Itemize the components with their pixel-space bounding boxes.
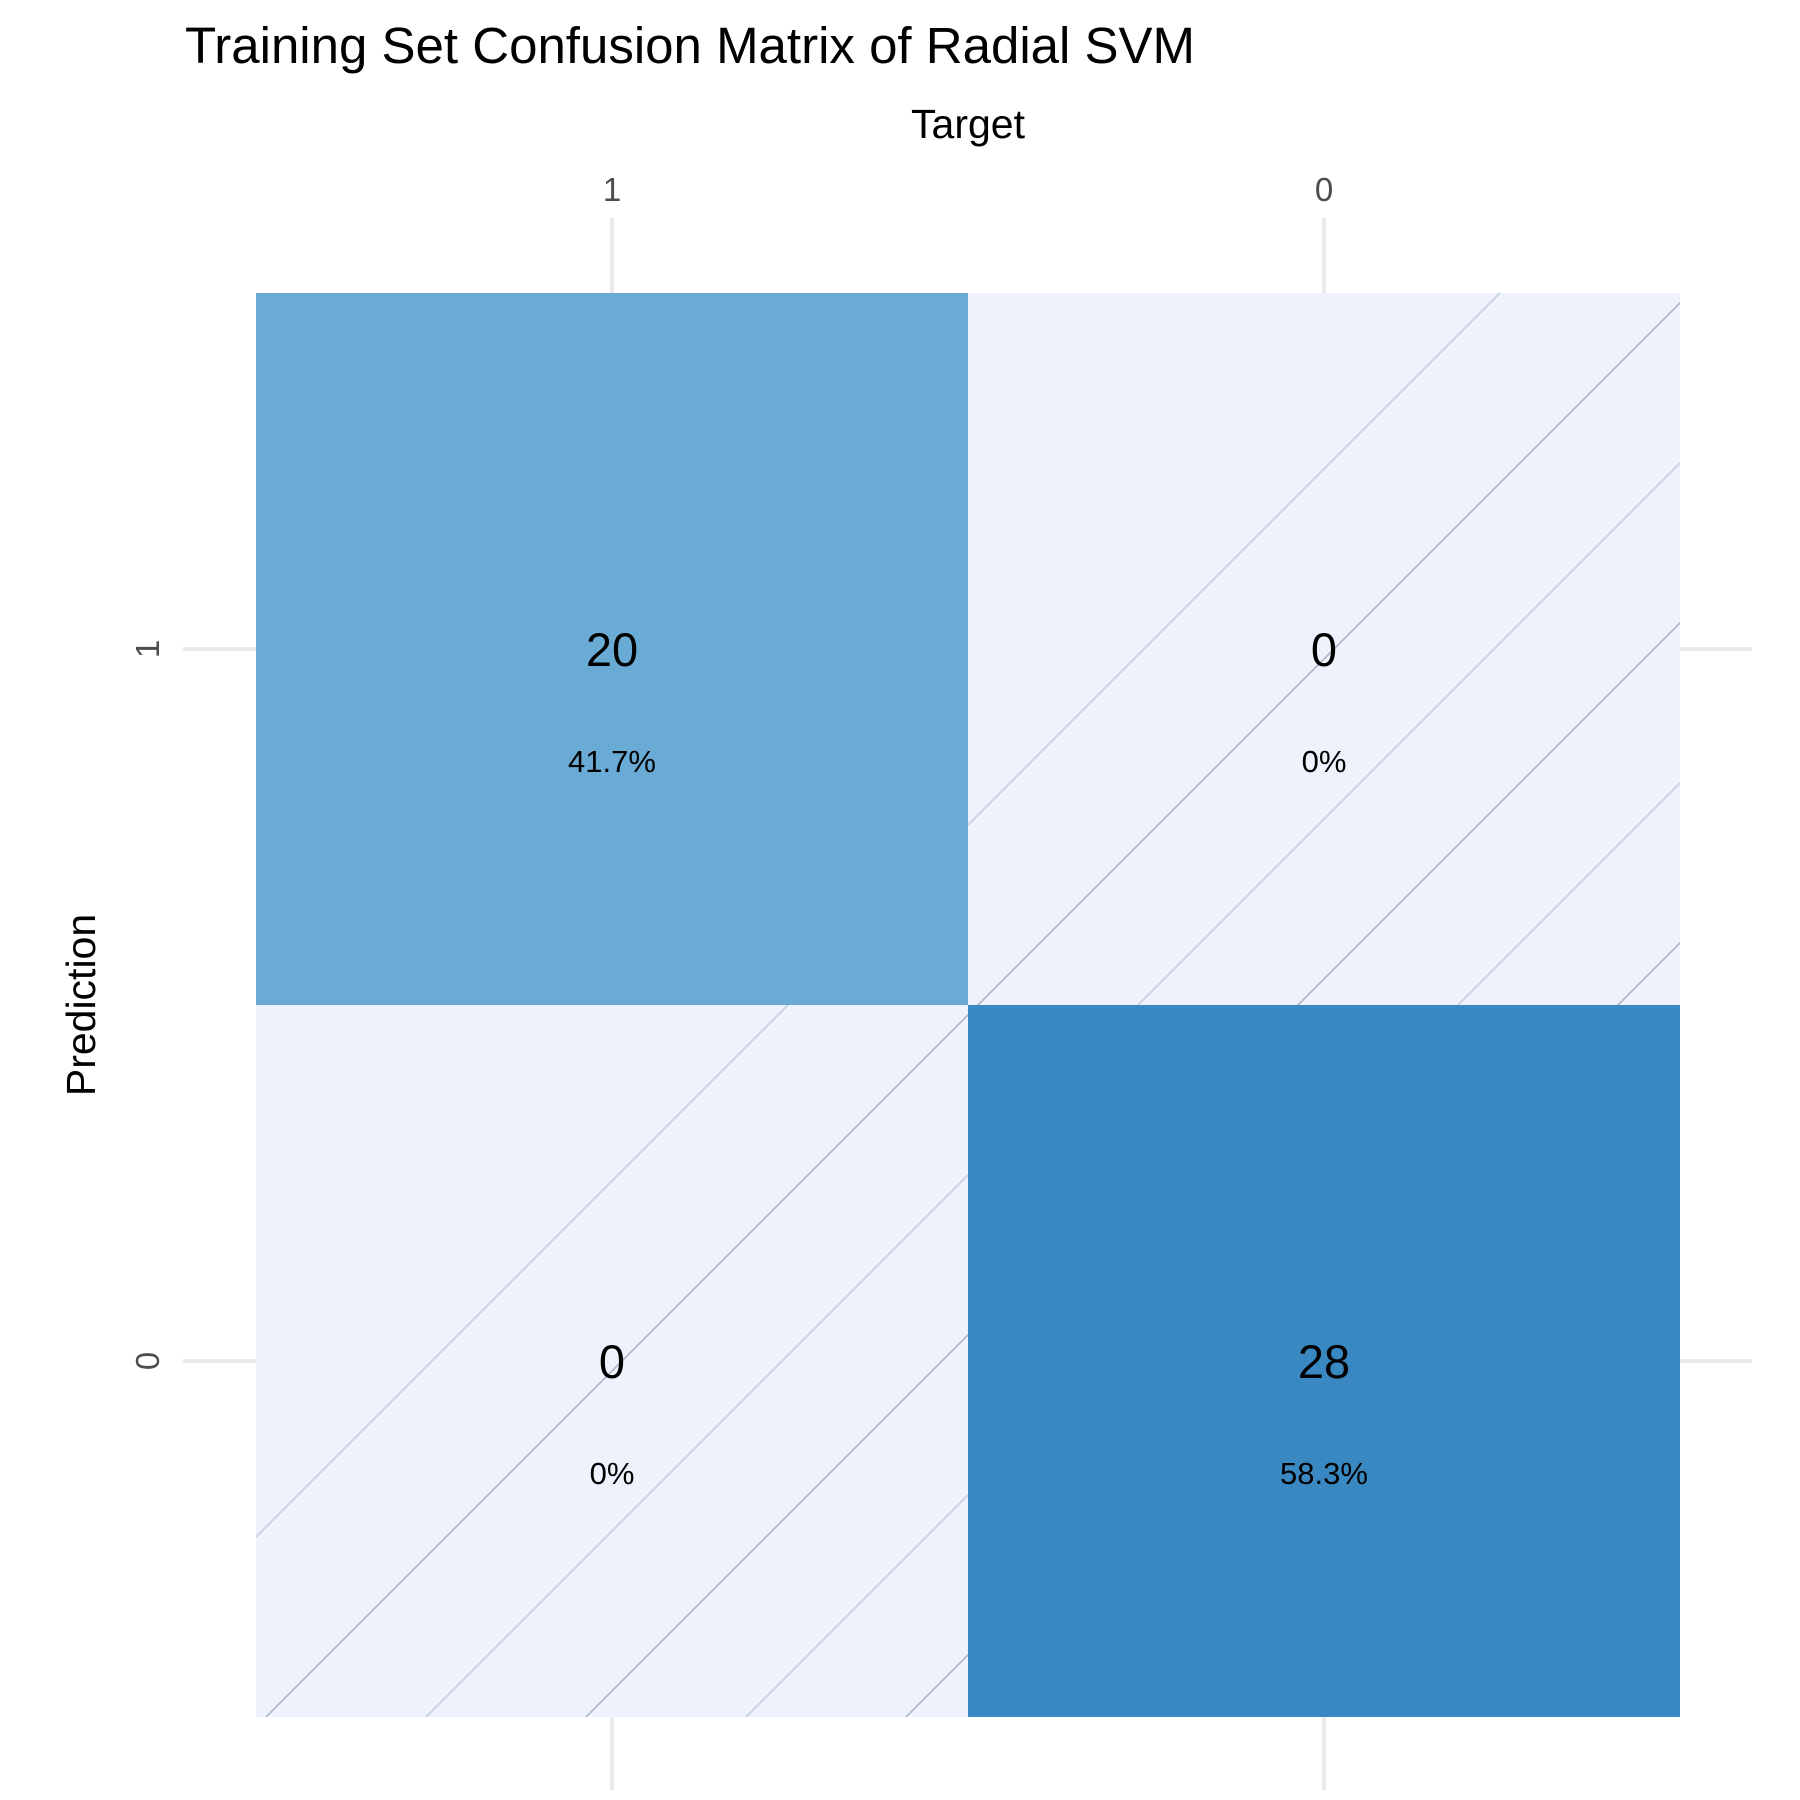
cell-target-1-prediction-1 <box>256 293 968 1005</box>
tick-labels: 1 0 1 0 <box>129 171 1333 1370</box>
hatch-line <box>744 1493 968 1717</box>
hatch-line <box>264 1013 968 1717</box>
cell-target-1-prediction-0 <box>256 1005 968 1717</box>
cell-count-label: 0 <box>599 1335 625 1388</box>
cell-target-0-prediction-1 <box>968 293 1680 1005</box>
cell-percent-label: 58.3% <box>1280 1456 1368 1491</box>
zero-hatch-bottom-left <box>256 1005 968 1717</box>
zero-hatch-top-right <box>968 253 1800 1045</box>
cell-count-label: 20 <box>586 623 638 676</box>
cell-count-label: 28 <box>1298 1335 1350 1388</box>
x-axis-title: Target <box>911 101 1026 147</box>
cell-percent-label: 0% <box>1302 744 1347 779</box>
hatch-line <box>976 301 1680 1005</box>
hatch-line <box>1456 781 1680 1005</box>
cell-count-label: 0 <box>1311 623 1337 676</box>
chart-title: Training Set Confusion Matrix of Radial … <box>185 17 1195 74</box>
x-tick-label: 1 <box>603 171 621 208</box>
hatch-line <box>968 293 1502 827</box>
hatch-line <box>1296 621 1680 1005</box>
y-tick-label: 1 <box>129 640 166 658</box>
hatch-line <box>1136 461 1680 1005</box>
hatch-line <box>584 1333 968 1717</box>
cell-percent-label: 41.7% <box>568 744 656 779</box>
matrix-cells <box>256 293 1680 1717</box>
hatch-line <box>1748 253 1800 1045</box>
cell-labels: 20 41.7% 0 0% 0 0% 28 58.3% <box>568 623 1368 1491</box>
y-tick-label: 0 <box>129 1352 166 1370</box>
hatch-line <box>424 1173 968 1717</box>
y-axis-title: Prediction <box>58 914 104 1096</box>
cell-percent-label: 0% <box>590 1456 635 1491</box>
x-tick-label: 0 <box>1315 171 1333 208</box>
cell-target-0-prediction-0 <box>968 1005 1680 1717</box>
hatch-line <box>256 1005 790 1539</box>
